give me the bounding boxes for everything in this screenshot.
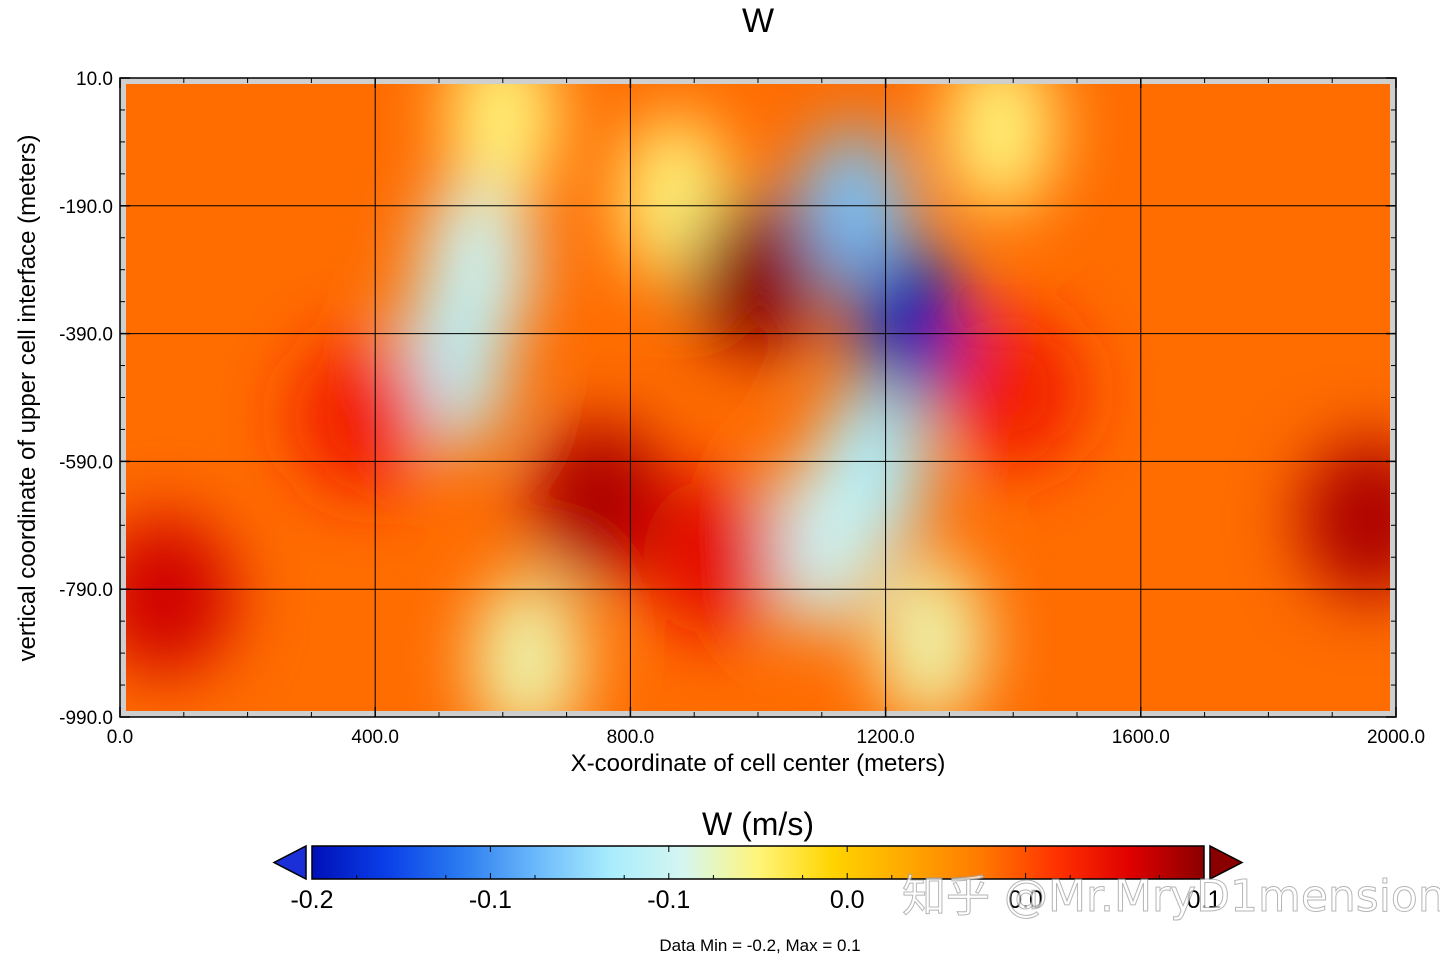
y-tick-label: -790.0 bbox=[59, 580, 113, 601]
colorbar-label: -0.1 bbox=[469, 886, 512, 914]
y-tick-label: 10.0 bbox=[76, 69, 113, 90]
y-tick-label: -190.0 bbox=[59, 197, 113, 218]
colorbar-extend-min bbox=[272, 844, 307, 881]
heatmap-feature-10 bbox=[945, 84, 1056, 215]
heatmap-feature-8 bbox=[473, 574, 584, 711]
heatmap-feature-17 bbox=[292, 336, 433, 497]
y-tick-labels: 10.0 -190.0 -390.0 -590.0 -790.0 -990.0 bbox=[59, 69, 113, 729]
heatmap-feature-16 bbox=[943, 311, 1084, 472]
colorbar-extend-max bbox=[1209, 844, 1244, 881]
x-tick-labels: 0.0 400.0 800.0 1200.0 1600.0 2000.0 bbox=[107, 727, 1425, 748]
x-tick-label: 1600.0 bbox=[1112, 727, 1170, 748]
heatmap-feature-12 bbox=[528, 419, 669, 580]
x-axis-label: X-coordinate of cell center (meters) bbox=[571, 750, 946, 777]
x-tick-label: 800.0 bbox=[607, 727, 655, 748]
colorbar-label: -0.2 bbox=[290, 886, 333, 914]
colorbar-bar bbox=[311, 845, 1205, 880]
watermark: 知乎 @Mr.MryD1mension bbox=[902, 871, 1440, 922]
heatmap-feature-11 bbox=[688, 196, 828, 357]
axis-ticks bbox=[119, 77, 1397, 718]
heatmap-feature-4 bbox=[856, 242, 967, 413]
heatmap-feature-15 bbox=[1300, 438, 1390, 599]
colorbar-ticks bbox=[356, 846, 1160, 879]
heatmap-feature-3 bbox=[798, 127, 909, 298]
x-tick-label: 2000.0 bbox=[1367, 727, 1425, 748]
grid bbox=[120, 78, 1396, 717]
data-summary: Data Min = -0.2, Max = 0.1 bbox=[659, 936, 860, 955]
colorbar-label: -0.1 bbox=[647, 886, 690, 914]
heatmap-feature-9 bbox=[447, 84, 558, 202]
x-tick-label: 400.0 bbox=[351, 727, 399, 748]
colorbar-label: 0.1 bbox=[1187, 886, 1222, 914]
y-tick-label: -990.0 bbox=[59, 708, 113, 729]
heatmap-feature-6 bbox=[766, 459, 877, 630]
heatmap-feature-13 bbox=[643, 477, 784, 638]
y-tick-label: -390.0 bbox=[59, 325, 113, 346]
heatmap-field bbox=[126, 84, 1390, 711]
colorbar-labels: -0.2 -0.1 -0.1 0.0 0.0 0.1 bbox=[290, 886, 1221, 914]
heatmap-feature-14 bbox=[126, 515, 235, 676]
colorbar-title: W (m/s) bbox=[702, 806, 814, 842]
colorbar-label: 0.0 bbox=[830, 886, 865, 914]
x-tick-label: 1200.0 bbox=[857, 727, 915, 748]
heatmap-feature-7 bbox=[875, 555, 986, 711]
colorbar-label: 0.0 bbox=[1008, 886, 1043, 914]
y-tick-label: -590.0 bbox=[59, 452, 113, 473]
x-tick-label: 0.0 bbox=[107, 727, 133, 748]
y-axis-label: vertical coordinate of upper cell interf… bbox=[14, 135, 41, 662]
chart-title: W bbox=[742, 2, 774, 40]
